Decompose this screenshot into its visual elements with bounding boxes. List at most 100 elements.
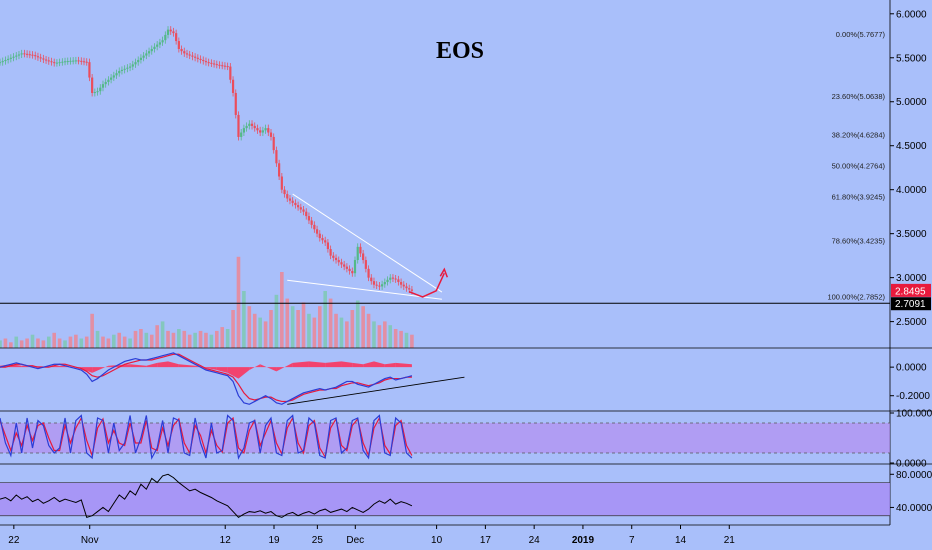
candle-body	[408, 288, 411, 290]
volume-bar	[258, 317, 262, 348]
volume-bar	[106, 338, 111, 348]
volume-bar	[242, 291, 246, 348]
volume-bar	[101, 336, 105, 348]
volume-bar	[133, 330, 138, 348]
candle-body	[231, 79, 235, 93]
volume-bar	[187, 334, 192, 348]
x-tick-label: 24	[529, 535, 541, 546]
candle-body	[99, 87, 102, 92]
macd-histogram-area	[81, 367, 93, 373]
candle-body	[9, 57, 12, 59]
candle-body	[134, 62, 137, 65]
fib-level-label: 0.00%(5.7677)	[836, 30, 886, 39]
volume-bar	[90, 313, 94, 348]
candle-body	[234, 92, 237, 115]
candle-body	[264, 128, 267, 131]
projection-arrow	[408, 272, 445, 298]
fib-level-label: 78.60%(3.4235)	[832, 236, 886, 245]
candle-body	[91, 77, 94, 93]
volume-bar	[57, 338, 62, 348]
candle-body	[261, 130, 264, 133]
candle-body	[359, 246, 362, 254]
candle-body	[399, 282, 403, 285]
candle-body	[88, 62, 91, 78]
candle-body	[364, 260, 367, 269]
candle-body	[72, 60, 75, 62]
candle-body	[153, 46, 156, 49]
candle-body	[196, 57, 199, 59]
candle-body	[44, 59, 48, 61]
chart-title: EOS	[436, 38, 485, 64]
macd-trendline	[287, 376, 465, 405]
candle-body	[221, 65, 224, 67]
candle-body	[212, 63, 216, 65]
candle-body	[329, 249, 332, 256]
candle-body	[139, 57, 143, 60]
last-price-tag: 2.8495	[895, 286, 926, 297]
candle-body	[362, 253, 365, 261]
candle-body	[177, 41, 180, 49]
macd-histogram-area	[363, 361, 374, 368]
candle-body	[391, 277, 395, 279]
candle-body	[4, 59, 7, 62]
candle-body	[218, 64, 221, 66]
volume-bar	[345, 321, 349, 348]
macd-histogram-area	[276, 362, 293, 372]
volume-bar	[95, 330, 100, 348]
candle-body	[402, 284, 405, 287]
x-tick-label: 10	[431, 535, 443, 546]
candle-body	[250, 123, 254, 126]
fib-level-label: 23.60%(5.0638)	[832, 92, 886, 101]
stoch-k-line	[0, 414, 413, 460]
candle-body	[110, 77, 113, 80]
volume-bar	[79, 338, 84, 348]
candle-body	[343, 264, 346, 267]
volume-bar	[274, 294, 279, 348]
volume-bar	[377, 325, 382, 348]
candle-body	[299, 207, 302, 210]
volume-bar	[209, 334, 214, 348]
fib-level-label: 50.00%(4.2764)	[832, 161, 886, 170]
macd-tick-label: -0.2000	[896, 391, 930, 402]
y-tick-label: 3.0000	[896, 273, 927, 284]
candle-body	[204, 61, 208, 63]
macd-tick-label: 0.0000	[896, 363, 927, 374]
candle-body	[50, 61, 53, 63]
macd-histogram-area	[249, 364, 261, 370]
volume-bar	[36, 338, 40, 348]
volume-bar	[155, 325, 159, 348]
candle-body	[128, 66, 132, 68]
candle-body	[82, 61, 86, 63]
candle-body	[39, 57, 42, 59]
y-tick-label: 4.5000	[896, 141, 927, 152]
candle-body	[215, 64, 218, 66]
candle-body	[123, 68, 126, 70]
candle-body	[34, 55, 37, 57]
candle-body	[26, 53, 29, 55]
stoch-tick-label: 100.0000	[896, 409, 932, 420]
volume-bar	[225, 329, 230, 348]
candle-body	[107, 79, 110, 82]
volume-bar	[269, 310, 273, 348]
macd-histogram-area	[195, 365, 217, 370]
volume-bar	[3, 338, 8, 348]
candle-body	[386, 279, 389, 283]
volume-bar	[117, 332, 122, 348]
candle-body	[351, 271, 354, 274]
x-tick-label: 22	[8, 535, 20, 546]
volume-bar	[323, 291, 327, 348]
candle-body	[1, 61, 4, 63]
candle-body	[188, 54, 191, 56]
volume-bar	[317, 306, 322, 348]
volume-bar	[46, 336, 51, 348]
candle-body	[147, 51, 151, 54]
candle-body	[164, 34, 167, 41]
candle-body	[17, 54, 21, 56]
candle-body	[324, 240, 327, 243]
candle-body	[397, 279, 400, 283]
macd-histogram-area	[108, 364, 131, 368]
candle-body	[207, 62, 210, 64]
macd-histogram-area	[352, 362, 364, 368]
candle-body	[275, 150, 278, 164]
